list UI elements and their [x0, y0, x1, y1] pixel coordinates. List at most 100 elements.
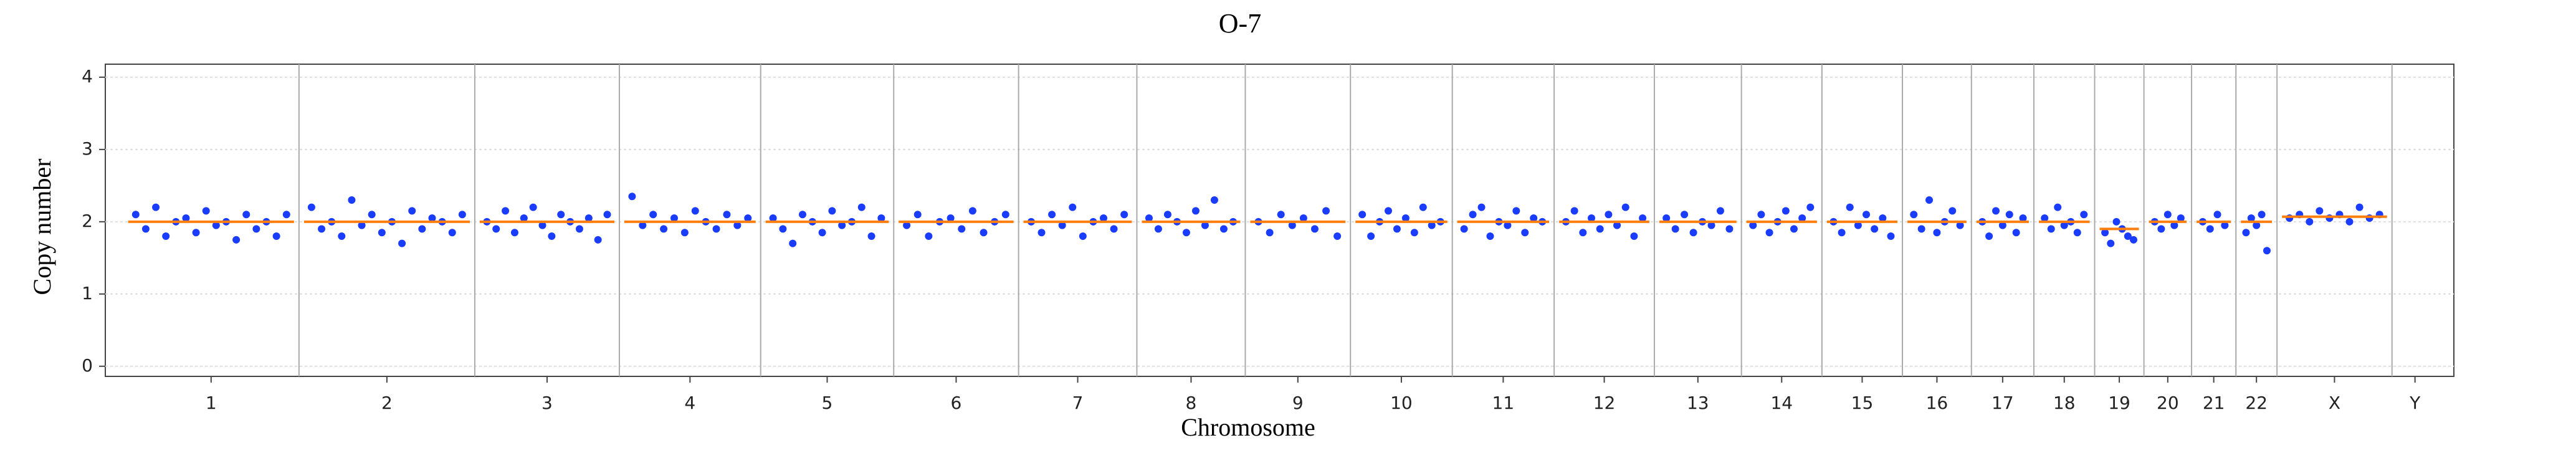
data-point: [418, 225, 426, 233]
data-point: [510, 229, 518, 237]
data-point: [2107, 239, 2115, 247]
data-point: [1001, 211, 1009, 219]
data-point: [2258, 211, 2266, 219]
data-point: [1570, 207, 1578, 215]
data-point: [1757, 211, 1765, 219]
data-point: [744, 214, 752, 222]
data-point: [1110, 225, 1118, 233]
x-tick-label: 8: [1186, 393, 1197, 413]
data-point: [1058, 221, 1066, 229]
data-point: [131, 211, 140, 219]
data-point: [958, 225, 966, 233]
data-point: [520, 214, 528, 222]
data-point: [1587, 214, 1595, 222]
data-point: [282, 211, 290, 219]
data-point: [2316, 207, 2324, 215]
data-point: [1512, 207, 1520, 215]
data-point: [1806, 203, 1815, 211]
data-point: [307, 203, 315, 211]
data-point: [1182, 229, 1190, 237]
data-point: [152, 203, 160, 211]
data-point: [162, 232, 170, 241]
data-point: [232, 236, 241, 244]
data-point: [2101, 229, 2109, 237]
data-point: [1956, 221, 1964, 229]
data-point: [1410, 229, 1418, 237]
data-point: [2124, 232, 2132, 241]
data-point: [1393, 225, 1401, 233]
data-point: [1596, 225, 1604, 233]
x-tick-label: 22: [2245, 393, 2268, 413]
data-point: [1201, 221, 1209, 229]
data-point: [1998, 221, 2006, 229]
x-tick-label: 18: [2053, 393, 2076, 413]
data-point: [458, 211, 466, 219]
x-tick-label: 3: [541, 393, 553, 413]
data-point: [242, 211, 250, 219]
data-point: [1846, 203, 1854, 211]
data-point: [1790, 225, 1798, 233]
data-point: [584, 214, 593, 222]
data-point: [1428, 221, 1436, 229]
data-point: [838, 221, 846, 229]
data-point: [1069, 203, 1077, 211]
data-point: [2157, 225, 2165, 233]
data-point: [318, 225, 326, 233]
data-point: [1460, 225, 1468, 233]
x-axis-label: Chromosome: [1181, 413, 1315, 441]
data-point: [1384, 207, 1392, 215]
data-point: [2012, 229, 2020, 237]
x-tick-label: 5: [822, 393, 833, 413]
x-tick-label: 14: [1770, 393, 1793, 413]
data-point: [348, 196, 356, 204]
data-point: [1079, 232, 1087, 241]
x-tick-label: 16: [1926, 393, 1949, 413]
data-point: [448, 229, 456, 237]
data-point: [1838, 229, 1846, 237]
data-point: [779, 225, 787, 233]
data-point: [903, 221, 911, 229]
data-point: [2163, 211, 2172, 219]
data-point: [1469, 211, 1477, 219]
y-tick-label: 4: [82, 66, 93, 87]
data-point: [925, 232, 933, 241]
data-point: [2073, 229, 2081, 237]
data-point: [1854, 221, 1862, 229]
x-tick-label: 13: [1687, 393, 1709, 413]
data-point: [818, 229, 826, 237]
data-point: [1401, 214, 1410, 222]
y-tick-label: 2: [82, 211, 93, 231]
data-point: [1765, 229, 1773, 237]
data-point: [2242, 229, 2250, 237]
data-point: [1038, 229, 1046, 237]
data-point: [1145, 214, 1153, 222]
data-point: [2080, 211, 2088, 219]
data-point: [1579, 229, 1587, 237]
data-point: [1671, 225, 1679, 233]
data-point: [649, 211, 657, 219]
data-point: [1863, 211, 1871, 219]
data-point: [1871, 225, 1879, 233]
data-point: [639, 221, 647, 229]
data-point: [968, 207, 976, 215]
data-point: [575, 225, 583, 233]
x-tick-label: X: [2329, 393, 2340, 413]
data-point: [723, 211, 731, 219]
data-point: [378, 229, 386, 237]
data-point: [1985, 232, 1993, 241]
data-point: [1992, 207, 2000, 215]
x-tick-label: 10: [1390, 393, 1413, 413]
x-tick-label: 20: [2157, 393, 2179, 413]
data-point: [1707, 221, 1715, 229]
data-point: [2177, 214, 2185, 222]
data-point: [1333, 232, 1342, 241]
data-point: [2247, 214, 2255, 222]
data-point: [680, 229, 689, 237]
data-point: [2213, 211, 2221, 219]
data-point: [338, 232, 346, 241]
data-point: [2112, 217, 2120, 226]
data-point: [2221, 221, 2229, 229]
data-point: [548, 232, 556, 241]
data-point: [557, 211, 565, 219]
x-tick-label: 21: [2203, 393, 2225, 413]
